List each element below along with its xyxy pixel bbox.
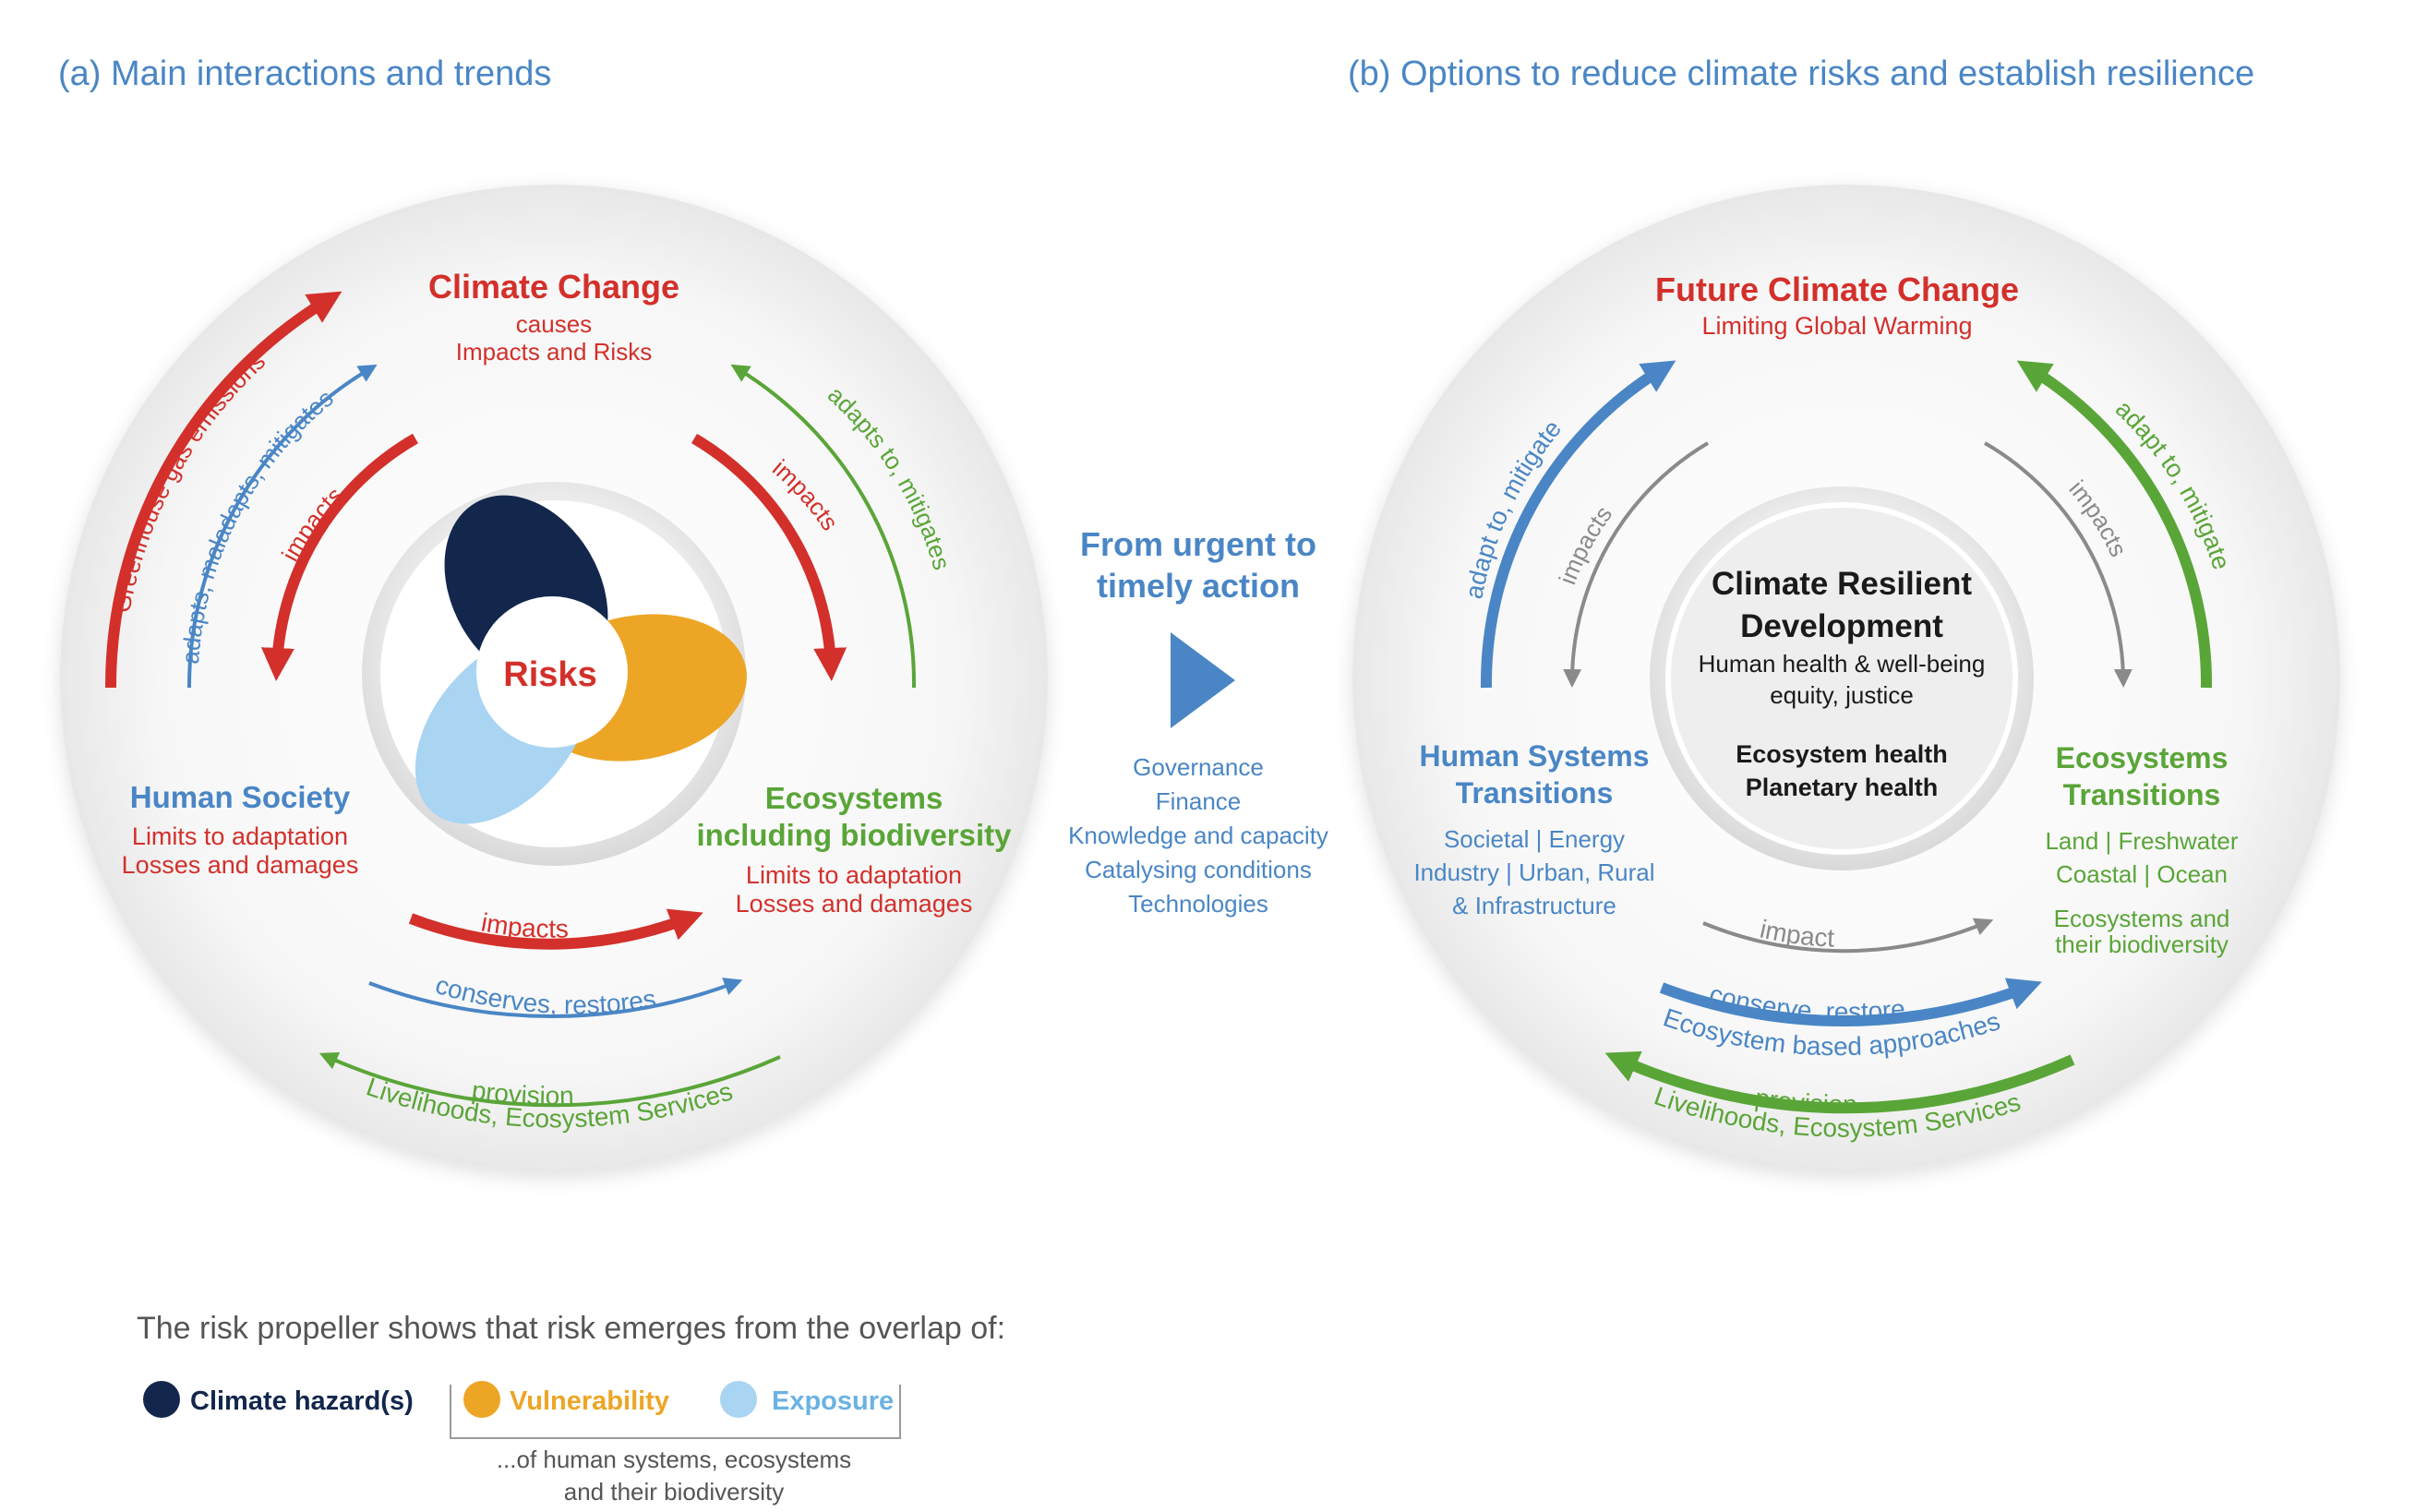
climate-resilient-center (1665, 502, 2018, 855)
ecosystems-title: Ecosystems (765, 781, 943, 815)
climate-change-title: Climate Change (428, 268, 679, 306)
play-arrow-icon (1171, 632, 1235, 728)
middle-item-governance: Governance (1133, 753, 1264, 781)
middle-title-line1: From urgent to (1080, 525, 1316, 563)
human-systems-line3: & Infrastructure (1452, 892, 1616, 919)
human-systems-line1: Societal | Energy (1444, 825, 1625, 853)
provision-arrow (318, 1051, 781, 1108)
human-society-line2: Losses and damages (122, 851, 359, 879)
legend-note-line1: ...of human systems, ecosystems (497, 1446, 851, 1473)
legend-intro: The risk propeller shows that risk emerg… (137, 1311, 1005, 1346)
hazard-legend-icon (143, 1381, 180, 1418)
ecosystems-line1: Limits to adaptation (746, 861, 962, 889)
ecosystems-line2: Losses and damages (736, 890, 973, 918)
impacts-bottom-arrow (408, 908, 703, 950)
ecosystems-transitions-title: Ecosystems (2056, 741, 2229, 774)
middle-item-finance: Finance (1156, 787, 1242, 815)
conserves-arrow (368, 978, 743, 1018)
legend-exposure: Exposure (772, 1386, 894, 1416)
crd-line4: equity, justice (1770, 681, 1914, 709)
human-society-title: Human Society (130, 780, 351, 814)
crd-line3: Human health & well-being (1699, 650, 1986, 678)
future-climate-line1: Limiting Global Warming (1701, 312, 1972, 340)
crd-line6: Planetary health (1746, 774, 1939, 801)
middle-item-catalysing: Catalysing conditions (1085, 856, 1312, 883)
legend-bracket (450, 1385, 901, 1439)
human-systems-line2: Industry | Urban, Rural (1413, 858, 1654, 886)
impacts-right-arrow (691, 433, 847, 681)
risks-label: Risks (503, 655, 596, 694)
human-systems-subtitle: Transitions (1456, 776, 1614, 810)
conserve-arrow-b (1659, 978, 2042, 1026)
middle-items: Governance Finance Knowledge and capacit… (1068, 753, 1328, 918)
middle-item-knowledge: Knowledge and capacity (1068, 822, 1328, 849)
impacts-right-arrow-b (1983, 441, 2133, 688)
legend-vulnerability: Vulnerability (510, 1386, 669, 1416)
panel-a-title: (a) Main interactions and trends (58, 54, 551, 93)
adapts-mitigates-arrow (730, 364, 917, 689)
impacts-left-arrow-b (1563, 441, 1710, 688)
adapt-right-arrow-b (2016, 360, 2213, 689)
vulnerability-legend-icon (463, 1381, 500, 1418)
middle-title-line2: timely action (1097, 567, 1300, 605)
legend-note-line2: and their biodiversity (564, 1478, 784, 1506)
risks-center (476, 596, 628, 748)
adapt-left-arrow-b (1480, 360, 1676, 689)
crd-line2: Development (1740, 608, 1943, 644)
provision-arrow-b (1604, 1050, 2075, 1114)
legend-hazard: Climate hazard(s) (190, 1386, 414, 1416)
crd-line5: Ecosystem health (1736, 740, 1948, 768)
ecosystems-transitions-line1: Land | Freshwater (2045, 827, 2238, 855)
climate-change-line1: causes (516, 310, 592, 338)
ecosystems-transitions-line4: their biodiversity (2055, 930, 2229, 958)
adapts-maladapts-arrow (186, 364, 378, 689)
future-climate-title: Future Climate Change (1655, 270, 2019, 308)
ecosystems-transitions-line2: Coastal | Ocean (2056, 860, 2228, 888)
exposure-legend-icon (720, 1381, 757, 1418)
ecosystems-subtitle: including biodiversity (696, 818, 1012, 852)
panel-b-title: (b) Options to reduce climate risks and … (1348, 54, 2254, 93)
ecosystems-transitions-subtitle: Transitions (2063, 778, 2221, 811)
ecosystems-transitions-line3: Ecosystems and (2054, 905, 2230, 932)
climate-change-line2: Impacts and Risks (456, 338, 652, 366)
greenhouse-arrow (104, 291, 342, 689)
middle-item-technologies: Technologies (1128, 890, 1268, 918)
human-systems-title: Human Systems (1420, 739, 1650, 773)
human-society-line1: Limits to adaptation (132, 822, 348, 850)
impacts-left-arrow (260, 433, 418, 681)
impact-bottom-arrow-b (1702, 918, 1994, 954)
crd-line1: Climate Resilient (1712, 566, 1972, 602)
